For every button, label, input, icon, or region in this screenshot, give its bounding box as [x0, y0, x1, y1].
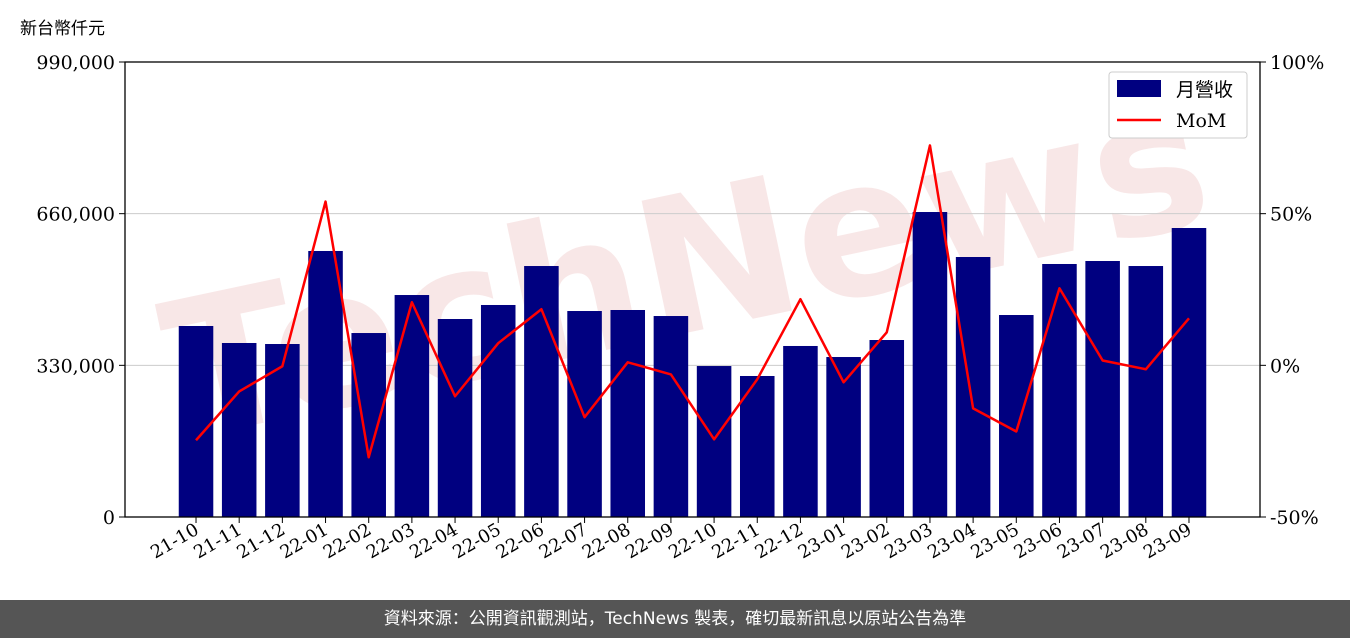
x-tick-label: 22-05 [449, 519, 504, 563]
x-tick-label: 23-09 [1140, 519, 1195, 563]
bar-22-01 [308, 250, 343, 518]
bar-22-02 [351, 333, 386, 517]
bar-21-10 [178, 325, 214, 517]
bar-22-06 [524, 266, 559, 517]
x-tick-label: 23-04 [924, 519, 979, 563]
y-right-tick-label: 50% [1270, 204, 1312, 226]
x-tick-label: 23-07 [1054, 519, 1109, 563]
y-right-tick-label: -50% [1270, 507, 1319, 529]
bar-22-12 [783, 345, 818, 517]
x-tick-label: 23-06 [1011, 519, 1066, 563]
legend-label-mom: MoM [1176, 110, 1226, 132]
bar-23-01 [826, 357, 861, 517]
mom-line [195, 144, 1190, 459]
x-tick-label: 21-11 [190, 519, 245, 563]
y-axis-unit-label: 新台幣仟元 [20, 19, 105, 39]
x-tick-label: 23-05 [967, 519, 1022, 563]
bar-23-08 [1128, 266, 1164, 517]
y-right-tick-label: 0% [1270, 355, 1300, 377]
x-tick-label: 21-10 [147, 519, 202, 563]
bar-23-03 [912, 212, 948, 517]
bar-21-11 [221, 342, 257, 517]
bar-23-02 [869, 340, 905, 517]
legend-label-revenue: 月營收 [1176, 79, 1233, 101]
bar-22-04 [437, 319, 473, 517]
x-tick-label: 23-08 [1097, 519, 1152, 563]
bar-22-11 [739, 375, 775, 517]
y-left-tick-label: 990,000 [36, 52, 115, 74]
bar-21-12 [265, 344, 300, 517]
x-tick-label: 21-12 [233, 519, 288, 563]
revenue-chart: TechNews0330,000660,000990,000-50%0%50%1… [36, 48, 1324, 563]
x-tick-label: 22-11 [708, 519, 763, 563]
bar-23-05 [999, 315, 1034, 517]
y-left-tick-label: 330,000 [36, 355, 115, 377]
x-tick-label: 22-12 [751, 519, 806, 563]
x-tick-label: 22-01 [277, 519, 332, 563]
legend-bar-swatch [1117, 80, 1161, 97]
plot-frame [124, 61, 1261, 518]
x-tick-label: 22-09 [622, 519, 677, 563]
x-tick-label: 22-06 [492, 519, 547, 563]
y-right-tick-label: 100% [1270, 52, 1324, 74]
bar-22-09 [653, 316, 689, 517]
bar-23-06 [1042, 263, 1077, 517]
x-tick-label: 23-03 [881, 519, 936, 563]
x-tick-label: 22-02 [320, 519, 375, 563]
x-tick-label: 22-07 [536, 519, 591, 563]
y-left-tick-label: 0 [103, 507, 115, 529]
bar-22-05 [480, 304, 516, 517]
source-footer: 資料來源：公開資訊觀測站，TechNews 製表，確切最新訊息以原站公告為準 [0, 600, 1350, 638]
y-left-tick-label: 660,000 [36, 204, 115, 226]
x-tick-label: 22-08 [579, 519, 634, 563]
bar-23-07 [1085, 261, 1120, 517]
bar-22-08 [610, 309, 646, 517]
x-tick-label: 23-01 [795, 519, 850, 563]
bar-22-03 [394, 295, 430, 517]
bar-22-10 [696, 366, 732, 517]
x-tick-label: 23-02 [838, 519, 893, 563]
x-tick-label: 22-10 [665, 519, 720, 563]
bar-23-04 [955, 257, 991, 517]
x-tick-label: 22-04 [406, 519, 461, 563]
bar-23-09 [1171, 228, 1207, 518]
x-tick-label: 22-03 [363, 519, 418, 563]
